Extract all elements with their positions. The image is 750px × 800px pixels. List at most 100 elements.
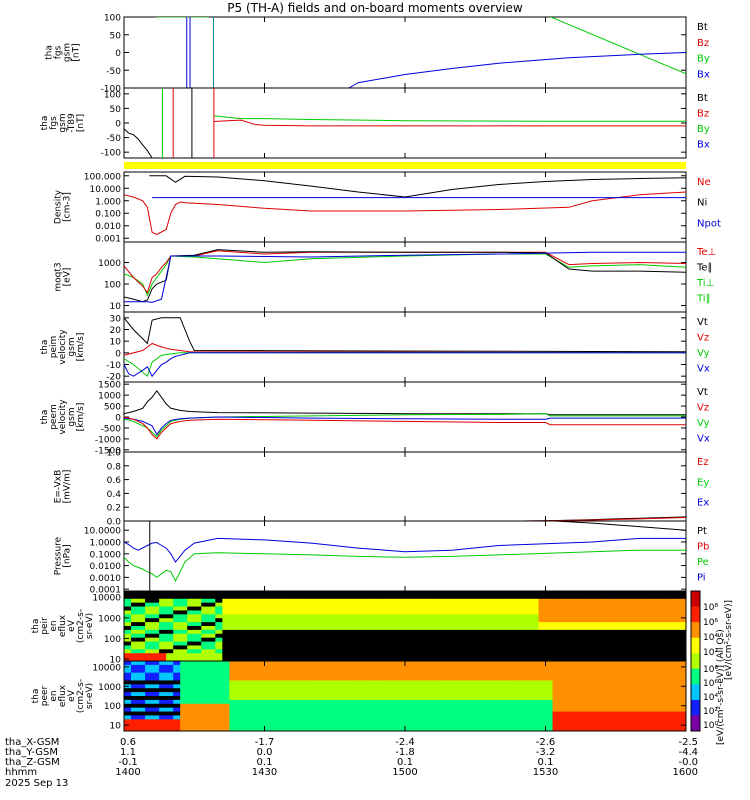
y-tick-label: 0 [115,49,121,59]
colorbar-frame [690,590,701,732]
y-tick-label: 10000 [92,594,121,604]
y-tick-label: 0 [115,120,121,130]
series-Pt [554,521,686,531]
legend-Vy: Vy [697,418,710,429]
series-Vt [124,317,686,353]
panel-frame-efield [123,451,687,522]
y-axis-label-line: tha [31,689,41,704]
colorbar-segment [691,668,700,685]
y-tick-label: -100 [101,149,122,159]
series-Vz [124,416,686,440]
legend-Vz: Vz [697,333,709,344]
legend-Vy: Vy [697,348,710,359]
series-group-vi [124,317,686,378]
y-tick-label: -100 [101,85,122,95]
y-axis-label-line: peir [40,617,50,635]
orbit-value: -0.0 [678,757,698,768]
y-axis-label-line: eV [67,619,77,632]
y-tick-label: -50 [106,134,121,144]
legend-Pt: Pt [697,526,707,537]
legend-Ey: Ey [697,477,709,488]
orbit-row-label: tha_X-GSM [5,737,59,748]
colorbar-label: [eV/(cm²-s-sr-eV)] (All Qs) [716,629,726,745]
y-axis-label-line: en [49,620,59,631]
y-tick-label: 10 [110,338,122,348]
orbit-value: -0.1 [118,757,138,768]
y-tick-label: 10 [110,302,122,312]
series-Ez [522,517,686,521]
y-tick-label: -50 [106,67,121,77]
orbit-value: -2.4 [395,737,415,748]
orbit-value: 1600 [673,767,698,778]
y-axis-label-line: [nT] [72,43,82,61]
y-tick-label: 0.0100 [90,562,122,572]
y-tick-label: 10000 [92,663,121,673]
y-tick-label: 100 [104,702,121,712]
legend-Ex: Ex [697,498,709,509]
series-group-temp [124,249,686,303]
legend-Vt: Vt [697,317,708,328]
y-tick-label: 0.0 [107,518,122,528]
y-tick-label: 20 [110,326,122,336]
y-axis-label-line: tha [40,116,50,131]
orbit-value: -2.6 [536,737,556,748]
series-Ne [124,191,686,236]
y-tick-label: 50 [110,31,122,41]
y-axis-label-line: [cm-3] [63,192,73,222]
series-Bz [214,119,686,127]
series-Vx [124,352,686,378]
legend-By: By [697,124,710,135]
series-group-efield [522,516,686,521]
series-Bx [311,52,686,88]
colorbar-segment [691,622,700,639]
series-Ti_b [124,251,686,303]
y-axis-label-line: [km/s] [76,403,86,432]
y-tick-label: 1000 [98,259,121,269]
orbit-row-label: tha_Y-GSM [5,747,58,758]
y-axis-label-line: gsm [67,407,77,426]
series-Pe [124,549,686,583]
y-axis-label-line: gsm [67,337,77,356]
legend-Pe: Pe [697,557,709,568]
orbit-row-label: tha_Z-GSM [5,757,60,768]
y-tick-label: 100 [104,635,121,645]
orbit-value: -4.4 [678,747,698,758]
y-tick-label: -20 [106,373,121,383]
y-axis-label-line: sr-eV) [85,683,95,709]
legend-Vt: Vt [697,387,708,398]
series-Bt [124,128,153,158]
y-axis-label-line: fgs [49,116,59,130]
orbit-row-label: hhmm [5,767,37,778]
y-axis-label-line: velocity [58,399,68,435]
y-tick-label: 0.100 [95,210,121,220]
y-axis-label-fgs_tsy: tha fgs gsm -T89 [nT] [40,113,86,133]
y-tick-label: 1000 [98,392,121,402]
y-axis-label-line: velocity [58,329,68,365]
y-axis-label-line: (cm2-s- [76,679,86,713]
colorbar-tick-label: 10⁶ [703,618,718,628]
y-tick-label: 100 [104,90,121,100]
panel-frame-vi [123,311,687,383]
orbit-value: 1530 [533,767,558,778]
panel-frame-fgs_tsy [123,87,687,159]
y-tick-label: 100 [104,281,121,291]
y-tick-label: 500 [104,403,121,413]
series-group-ve [124,389,686,440]
y-axis-label-line: gsm [58,113,68,132]
y-axis-label-line: eflux [58,614,68,637]
series-By [214,115,686,122]
legend-Pi: Pi [697,573,706,584]
legend-Bx: Bx [697,69,710,80]
y-tick-label: 100.000 [84,172,121,182]
orbit-value: 0.1 [397,757,413,768]
y-axis-label-line: E=-VxB [54,470,64,504]
y-tick-label: 1.0000 [90,538,122,548]
y-tick-label: 0.0010 [90,574,122,584]
y-tick-label: 0.8 [107,462,122,472]
legend-Npot: Npot [697,218,721,229]
y-axis-label-pressure: Pressure [nPa] [54,536,73,575]
y-axis-label-line: en [49,690,59,701]
colorbar-tick-label: 10⁰ [703,721,718,731]
orbit-value: 0.6 [120,737,136,748]
y-tick-label: 0 [115,349,121,359]
